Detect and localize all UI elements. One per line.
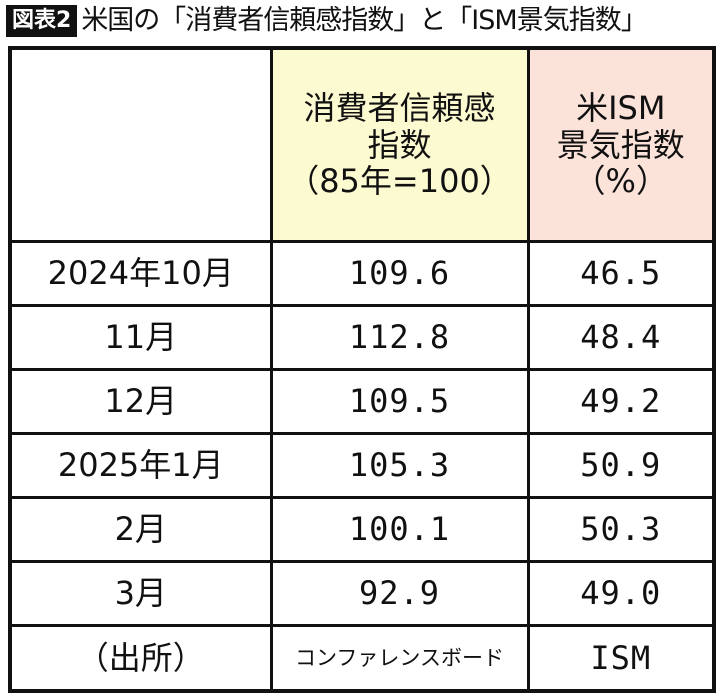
source-row: （出所） コンファレンスボード ISM bbox=[8, 624, 716, 693]
header-ism-line2: 景気指数 bbox=[556, 125, 685, 164]
cell-period: 11月 bbox=[8, 304, 273, 371]
cell-ism: 46.5 bbox=[526, 240, 716, 307]
source-label: （出所） bbox=[8, 624, 273, 693]
cell-period: 2024年10月 bbox=[8, 240, 273, 307]
table-row: 2024年10月 109.6 46.5 bbox=[8, 240, 716, 307]
source-cci: コンファレンスボード bbox=[269, 624, 530, 693]
cell-ism: 49.2 bbox=[526, 368, 716, 435]
source-ism: ISM bbox=[526, 624, 716, 693]
header-period bbox=[8, 46, 273, 243]
header-cci-line3: （85年=100） bbox=[287, 162, 512, 201]
header-cci-line2: 指数 bbox=[367, 125, 432, 164]
cell-ism: 48.4 bbox=[526, 304, 716, 371]
cell-ism: 50.3 bbox=[526, 496, 716, 563]
figure-title: 図表2 米国の「消費者信頼感指数」と「ISM景気指数」 bbox=[6, 4, 648, 38]
header-cci-line1: 消費者信頼感 bbox=[303, 88, 496, 127]
cell-period: 2月 bbox=[8, 496, 273, 563]
header-ism-line3: （%） bbox=[573, 162, 668, 201]
cell-period: 12月 bbox=[8, 368, 273, 435]
header-cci: 消費者信頼感 指数 （85年=100） bbox=[269, 46, 530, 243]
cell-ism: 49.0 bbox=[526, 560, 716, 627]
figure-label: 図表2 bbox=[6, 5, 78, 37]
cell-cci: 100.1 bbox=[269, 496, 530, 563]
data-table: 消費者信頼感 指数 （85年=100） 米ISM 景気指数 （%） 2024年1… bbox=[8, 46, 716, 693]
cell-ism: 50.9 bbox=[526, 432, 716, 499]
cell-cci: 92.9 bbox=[269, 560, 530, 627]
table-row: 2025年1月 105.3 50.9 bbox=[8, 432, 716, 499]
table-row: 12月 109.5 49.2 bbox=[8, 368, 716, 435]
cell-period: 2025年1月 bbox=[8, 432, 273, 499]
header-ism-line1: 米ISM bbox=[576, 88, 666, 127]
cell-cci: 109.5 bbox=[269, 368, 530, 435]
figure-title-text: 米国の「消費者信頼感指数」と「ISM景気指数」 bbox=[81, 5, 647, 36]
cell-cci: 112.8 bbox=[269, 304, 530, 371]
header-ism: 米ISM 景気指数 （%） bbox=[526, 46, 716, 243]
table-row: 11月 112.8 48.4 bbox=[8, 304, 716, 371]
table-row: 3月 92.9 49.0 bbox=[8, 560, 716, 627]
cell-cci: 105.3 bbox=[269, 432, 530, 499]
cell-cci: 109.6 bbox=[269, 240, 530, 307]
table-header-row: 消費者信頼感 指数 （85年=100） 米ISM 景気指数 （%） bbox=[8, 46, 716, 243]
table-row: 2月 100.1 50.3 bbox=[8, 496, 716, 563]
cell-period: 3月 bbox=[8, 560, 273, 627]
